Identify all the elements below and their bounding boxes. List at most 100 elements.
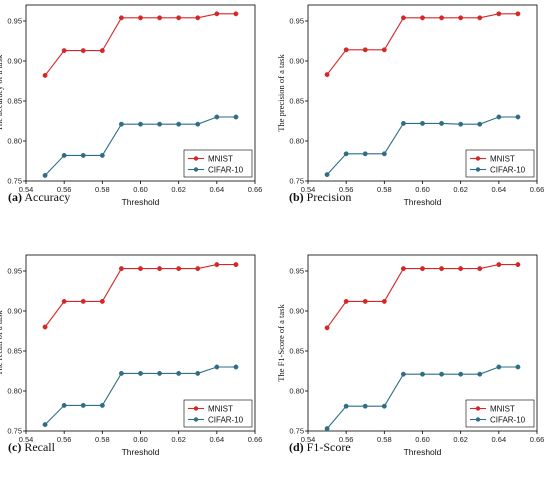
y-tick-label: 0.75: [289, 427, 304, 436]
data-point: [381, 298, 387, 304]
data-point: [214, 11, 220, 17]
data-point: [195, 15, 201, 21]
data-point: [343, 403, 349, 409]
data-point: [477, 266, 483, 272]
x-tick-label: 0.62: [171, 435, 186, 444]
data-point: [362, 298, 368, 304]
caption-letter: (b): [289, 190, 304, 204]
data-point: [458, 121, 464, 127]
x-axis-label: Threshold: [404, 197, 442, 207]
x-tick-label: 0.66: [248, 435, 263, 444]
y-tick-label: 0.80: [7, 137, 22, 146]
x-tick-label: 0.62: [453, 185, 468, 194]
data-point: [362, 151, 368, 157]
x-tick-label: 0.58: [95, 435, 110, 444]
data-point: [138, 15, 143, 21]
x-tick-label: 0.54: [301, 435, 316, 444]
legend-box: [465, 149, 535, 178]
y-tick-label: 0.85: [289, 347, 304, 356]
caption-text: F1-Score: [304, 440, 351, 454]
data-point: [324, 426, 330, 432]
x-tick-label: 0.64: [492, 185, 507, 194]
x-axis-label: Threshold: [122, 447, 160, 457]
y-tick-label: 0.95: [289, 17, 304, 26]
data-point: [118, 266, 124, 272]
legend-marker: [193, 417, 199, 422]
x-tick-label: 0.58: [377, 185, 392, 194]
data-point: [496, 262, 502, 268]
data-point: [496, 114, 502, 120]
legend-box: [465, 399, 535, 428]
x-tick-label: 0.62: [453, 435, 468, 444]
x-tick-label: 0.60: [415, 185, 430, 194]
caption-letter: (a): [8, 190, 22, 204]
data-point: [99, 402, 105, 408]
y-tick-label: 0.75: [289, 177, 304, 186]
data-point: [195, 121, 201, 127]
data-point: [195, 266, 201, 272]
data-point: [42, 324, 48, 330]
data-point: [381, 47, 387, 53]
caption-letter: (c): [8, 440, 21, 454]
data-point: [61, 48, 67, 54]
y-tick-label: 0.80: [7, 387, 22, 396]
y-tick-label: 0.75: [7, 177, 22, 186]
chart-panel-3: 0.54 0.56 0.58 0.60 0.62 0.64 0.66 0.75 0.80 0.85…: [0, 254, 263, 457]
legend-label: MNIST: [490, 155, 515, 164]
data-point: [176, 15, 182, 21]
series-cifar-10: [324, 114, 521, 178]
x-tick-label: 0.56: [57, 185, 72, 194]
y-tick-label: 0.90: [7, 57, 22, 66]
data-point: [61, 298, 67, 304]
data-point: [176, 370, 182, 376]
y-axis-label: The recall of a task: [0, 310, 4, 376]
series-line: [44, 13, 236, 76]
legend-label: MNIST: [208, 405, 233, 414]
data-point: [195, 370, 201, 376]
subfigure-caption: (a) Accuracy: [8, 190, 70, 204]
legend-marker: [475, 167, 481, 172]
data-point: [157, 370, 163, 376]
x-tick-label: 0.58: [377, 435, 392, 444]
data-point: [362, 403, 368, 409]
legend-label: MNIST: [208, 155, 233, 164]
legend-marker: [475, 417, 481, 422]
chart-panel-1: 0.54 0.56 0.58 0.60 0.62 0.64 0.66 0.75 0.80 0.85…: [0, 4, 263, 207]
y-tick-label: 0.95: [289, 267, 304, 276]
subfigure-caption: (b) Precision: [289, 190, 351, 204]
data-point: [99, 298, 105, 304]
data-point: [343, 298, 349, 304]
data-point: [138, 370, 143, 376]
data-point: [80, 402, 86, 408]
series-mnist: [42, 262, 239, 330]
x-tick-label: 0.64: [210, 185, 225, 194]
data-point: [80, 298, 86, 304]
data-point: [324, 325, 330, 331]
y-axis-label: The precision of a task: [276, 54, 286, 132]
data-point: [381, 403, 387, 409]
x-tick-label: 0.54: [19, 435, 34, 444]
x-tick-label: 0.66: [248, 185, 263, 194]
y-axis-label: The F1-Score of a task: [276, 304, 286, 382]
caption-letter: (d): [289, 440, 304, 454]
series-line: [326, 13, 518, 75]
data-point: [118, 121, 124, 127]
legend: MNIST CIFAR-10: [183, 399, 253, 428]
data-point: [439, 120, 445, 126]
y-tick-label: 0.80: [289, 137, 304, 146]
y-axis-label: The accuracy of a task: [0, 54, 4, 131]
x-tick-label: 0.66: [530, 435, 545, 444]
data-point: [157, 266, 163, 272]
data-point: [496, 364, 502, 370]
data-point: [515, 262, 521, 268]
x-tick-label: 0.62: [171, 185, 186, 194]
y-tick-label: 0.90: [289, 307, 304, 316]
x-tick-label: 0.60: [133, 435, 148, 444]
legend-marker: [193, 167, 199, 172]
x-tick-label: 0.54: [19, 185, 34, 194]
data-point: [138, 266, 143, 272]
data-point: [400, 266, 406, 272]
data-point: [400, 120, 406, 126]
data-point: [233, 262, 239, 268]
data-point: [176, 266, 182, 272]
